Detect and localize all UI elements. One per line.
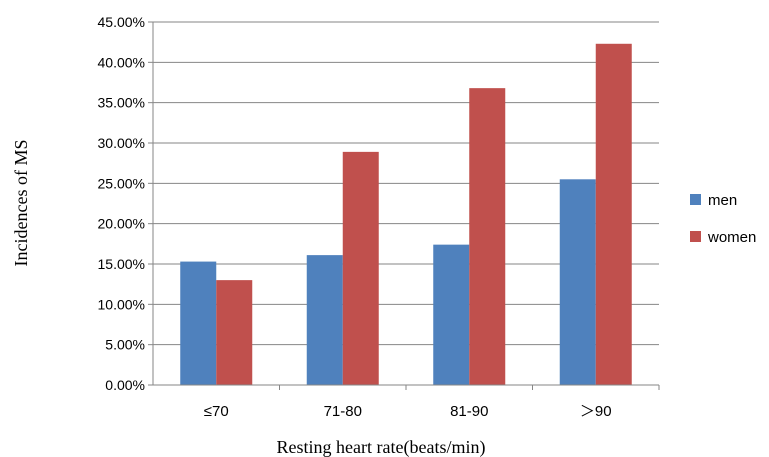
y-tick-label: 20.00%: [98, 216, 145, 232]
y-axis-title: Incidences of MS: [11, 140, 31, 267]
y-tick-label: 10.00%: [98, 296, 145, 312]
legend-label-women: women: [707, 229, 756, 246]
bar-women: [595, 43, 632, 385]
y-tick-label: 25.00%: [98, 175, 145, 191]
y-tick-label: 45.00%: [98, 14, 145, 30]
y-tick-label: 30.00%: [98, 135, 145, 151]
y-tick-label: 35.00%: [98, 95, 145, 111]
x-tick-label: ＞90: [580, 403, 612, 420]
bar-women: [216, 280, 253, 385]
bar-men: [180, 261, 217, 385]
y-tick-labels: 0.00% 5.00% 10.00% 15.00% 20.00% 25.00% 30.00%…: [98, 14, 145, 393]
bars: [180, 43, 632, 385]
x-tick-label: 81-90: [450, 403, 488, 420]
bar-women: [342, 151, 379, 385]
y-tick-label: 0.00%: [105, 377, 145, 393]
legend-label-men: men: [708, 192, 737, 209]
x-tick-labels: ≤70 71-80 81-90 ＞90: [204, 403, 612, 420]
legend-swatch-men: [690, 194, 701, 205]
x-axis-title: Resting heart rate(beats/min): [277, 437, 486, 457]
legend-swatch-women: [690, 231, 701, 242]
axes: [148, 21, 660, 390]
x-tick-label: 71-80: [324, 403, 362, 420]
bar-men: [433, 244, 470, 385]
y-tick-label: 5.00%: [105, 337, 145, 353]
y-tick-label: 40.00%: [98, 54, 145, 70]
x-tick-label: ≤70: [204, 403, 229, 420]
bar-men: [559, 179, 596, 385]
legend: men women: [690, 192, 756, 246]
bar-women: [469, 88, 506, 385]
y-tick-label: 15.00%: [98, 256, 145, 272]
bar-men: [306, 255, 343, 385]
